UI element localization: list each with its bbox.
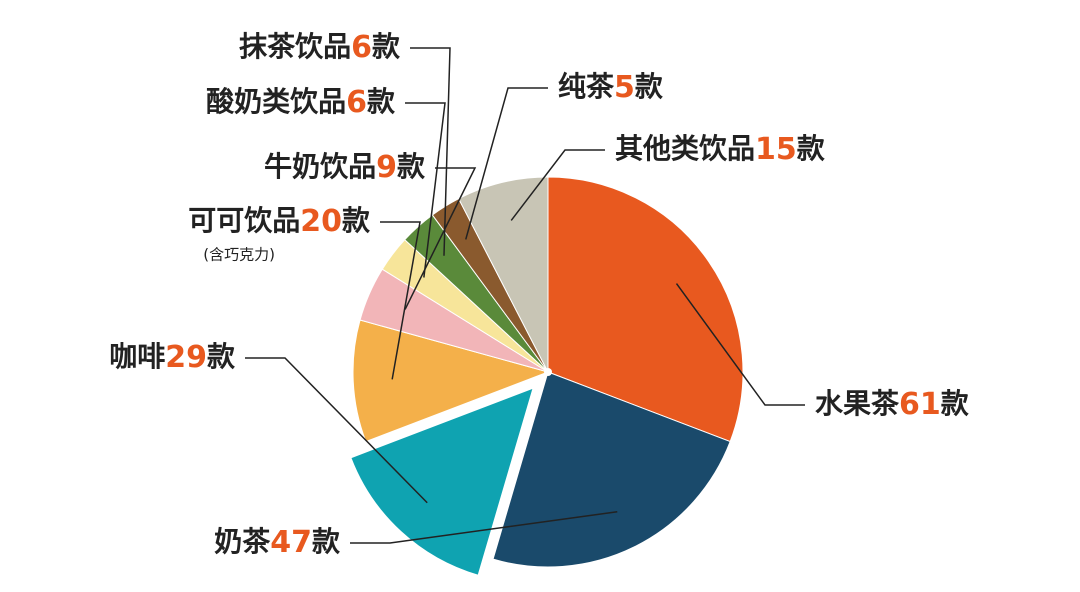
pie-slice — [547, 176, 744, 443]
value-label: 61 — [899, 387, 941, 422]
pie-slice — [352, 319, 550, 443]
value-label: 47 — [270, 525, 312, 560]
leader-line — [410, 47, 451, 256]
leader-line — [380, 221, 421, 380]
slice-label: 酸奶类饮品6款 — [206, 85, 396, 120]
slice-label: 牛奶饮品9款 — [264, 150, 426, 185]
unit-label: 款 — [207, 340, 236, 373]
annotation: (含巧克力) — [203, 246, 275, 264]
value-label: 5 — [614, 70, 635, 105]
leaders — [245, 47, 805, 544]
leader-line — [404, 167, 477, 310]
category-label: 酸奶类饮品 — [206, 85, 346, 118]
unit-label: 款 — [372, 30, 401, 63]
slice-label: 其他类饮品15款 — [615, 132, 826, 167]
unit-label: 款 — [312, 525, 341, 558]
center-dot — [544, 368, 552, 376]
leader-line — [465, 87, 548, 240]
leader-line — [245, 357, 428, 504]
category-label: 咖啡 — [109, 340, 165, 373]
value-label: 6 — [346, 85, 367, 120]
unit-label: 款 — [342, 204, 371, 237]
slice-label: 可可饮品20款 — [188, 204, 371, 239]
slice-label: 奶茶47款 — [214, 525, 341, 560]
category-label: 可可饮品 — [188, 204, 300, 237]
pie-slice — [350, 387, 534, 576]
pie-slice — [457, 176, 549, 373]
value-label: 15 — [755, 132, 797, 167]
category-label: 水果茶 — [815, 387, 900, 420]
leader-line — [405, 102, 446, 278]
slice-label: 水果茶61款 — [815, 387, 970, 422]
slice-label: 咖啡29款 — [109, 340, 236, 375]
value-label: 9 — [376, 150, 397, 185]
slice-label: 抹茶饮品6款 — [239, 30, 401, 65]
category-label: 抹茶饮品 — [239, 30, 351, 63]
value-label: 6 — [351, 30, 372, 65]
value-label: 20 — [300, 204, 342, 239]
unit-label: 款 — [797, 132, 826, 165]
pie — [350, 176, 744, 576]
category-label: 纯茶 — [558, 70, 615, 103]
unit-label: 款 — [635, 70, 664, 103]
leader-line — [675, 283, 805, 406]
unit-label: 款 — [941, 387, 970, 420]
leader-line — [510, 149, 605, 221]
slice-label: 纯茶5款 — [558, 70, 664, 105]
category-label: 其他类饮品 — [615, 132, 755, 165]
pie-slice — [492, 371, 731, 568]
value-label: 29 — [165, 340, 207, 375]
unit-label: 款 — [367, 85, 396, 118]
category-label: 奶茶 — [214, 525, 271, 558]
leader-line — [350, 511, 618, 544]
unit-label: 款 — [397, 150, 426, 183]
category-label: 牛奶饮品 — [264, 150, 376, 183]
